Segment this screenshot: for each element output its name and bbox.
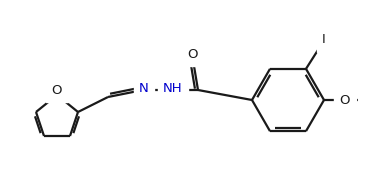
- Text: O: O: [187, 48, 197, 60]
- Text: O: O: [340, 94, 350, 106]
- Text: I: I: [322, 33, 326, 46]
- Text: N: N: [139, 82, 149, 96]
- Text: O: O: [52, 84, 62, 96]
- Text: NH: NH: [163, 82, 183, 96]
